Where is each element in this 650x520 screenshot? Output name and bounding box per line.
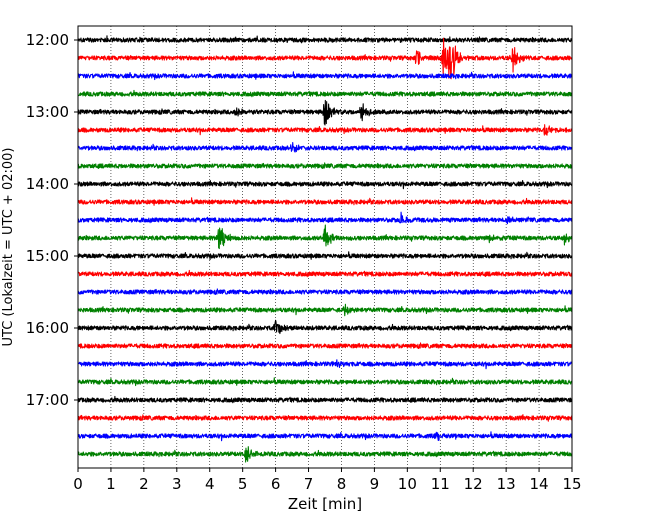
- trace-line: [77, 269, 573, 278]
- x-tick-label: 7: [304, 475, 314, 493]
- trace-line: [77, 37, 573, 80]
- y-tick-label: 16:00: [26, 319, 69, 337]
- x-axis: 0 1 2 3 4 5 6 7 8 9 10 11 12 13 14 15: [73, 468, 582, 493]
- x-tick-label: 13: [497, 475, 516, 493]
- y-axis-label: UTC (Lokalzeit = UTC + 02:00): [1, 148, 16, 347]
- traces: [77, 35, 573, 463]
- y-axis: 12:00 13:00 14:00 15:00 16:00 17:00: [26, 31, 78, 409]
- y-tick-label: 15:00: [26, 247, 69, 265]
- x-tick-label: 15: [562, 475, 581, 493]
- x-tick-label: 10: [398, 475, 417, 493]
- x-axis-label: Zeit [min]: [288, 495, 362, 513]
- trace-line: [77, 35, 573, 44]
- trace-line: [77, 414, 573, 422]
- x-tick-label: 14: [530, 475, 549, 493]
- trace-line: [77, 342, 573, 350]
- trace-line: [77, 162, 573, 170]
- trace-line: [77, 197, 573, 206]
- trace-line: [77, 251, 573, 261]
- x-tick-label: 9: [370, 475, 380, 493]
- x-tick-label: 1: [106, 475, 116, 493]
- plot-frame: [77, 25, 573, 469]
- y-tick-label: 17:00: [26, 391, 69, 409]
- x-tick-label: 5: [238, 475, 248, 493]
- trace-line: [77, 211, 573, 225]
- trace-line: [77, 99, 573, 126]
- x-tick-label: 6: [271, 475, 281, 493]
- x-tick-label: 12: [464, 475, 483, 493]
- x-tick-label: 11: [431, 475, 450, 493]
- trace-line: [77, 124, 573, 136]
- trace-line: [77, 431, 573, 442]
- x-tick-label: 8: [337, 475, 347, 493]
- y-tick-label: 14:00: [26, 175, 69, 193]
- trace-line: [77, 142, 573, 153]
- trace-line: [77, 224, 573, 250]
- trace-line: [77, 179, 573, 190]
- x-tick-label: 2: [139, 475, 149, 493]
- trace-line: [77, 89, 573, 98]
- trace-line: [77, 319, 573, 335]
- x-tick-label: 3: [172, 475, 182, 493]
- trace-line: [77, 395, 573, 404]
- trace-line: [77, 446, 573, 463]
- trace-line: [77, 303, 573, 317]
- x-tick-label: 0: [73, 475, 83, 493]
- x-tick-label: 4: [205, 475, 215, 493]
- trace-line: [77, 71, 573, 81]
- plot-area: [78, 26, 572, 468]
- y-tick-label: 12:00: [26, 31, 69, 49]
- y-tick-label: 13:00: [26, 103, 69, 121]
- trace-line: [77, 288, 573, 296]
- trace-line: [77, 359, 573, 370]
- trace-line: [77, 377, 573, 387]
